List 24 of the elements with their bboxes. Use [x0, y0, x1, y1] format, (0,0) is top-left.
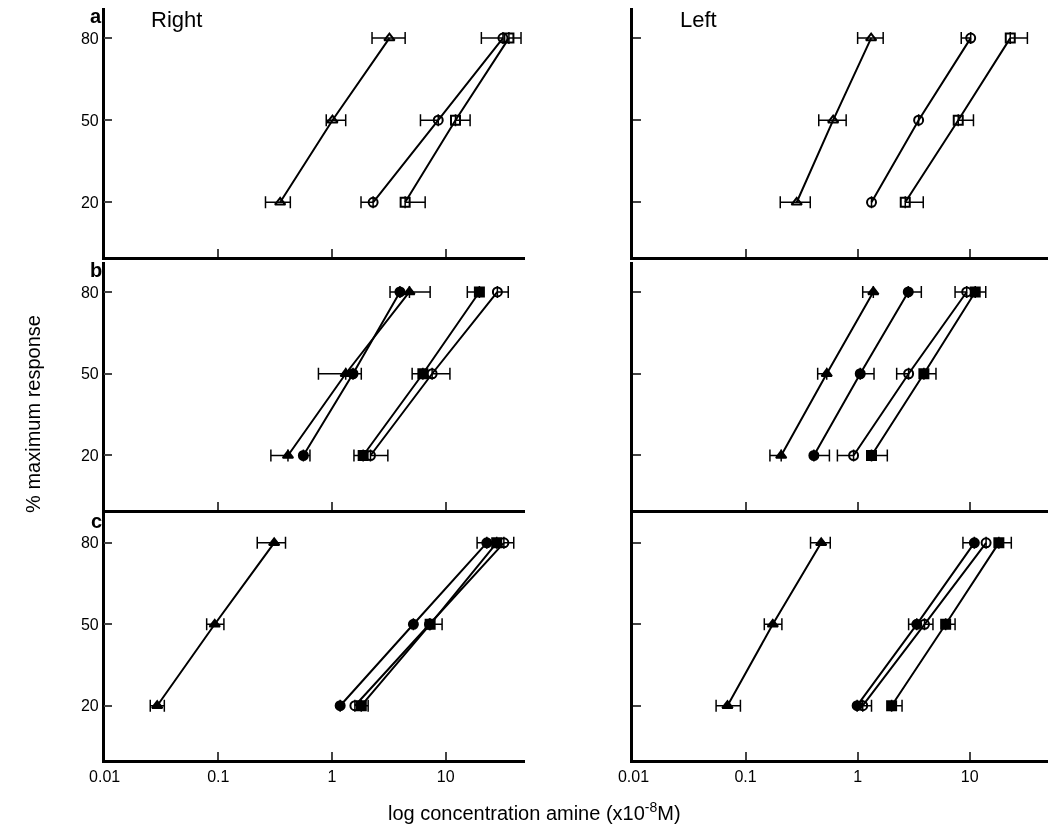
- text: b: [90, 259, 103, 281]
- y-tick-label: 80: [80, 29, 99, 47]
- y-tick-label: 80: [80, 534, 99, 552]
- x-tick-label: 1: [327, 767, 337, 785]
- y-tick-label: 50: [80, 365, 99, 383]
- y-tick-label: 50: [80, 615, 99, 633]
- y-tick-label: 80: [80, 283, 99, 301]
- x-tick-label: 0.1: [207, 767, 230, 785]
- y-tick-label: 50: [80, 111, 99, 129]
- x-tick-label: 10: [436, 767, 455, 785]
- text: c: [91, 510, 103, 532]
- y-axis-title: % maximum response: [21, 315, 44, 513]
- x-tick-label: 0.1: [734, 767, 757, 785]
- x-tick-label: 10: [960, 767, 979, 785]
- x-axis-title: log concentration amine (x10$^{-8}$M): [388, 799, 681, 825]
- text: a: [90, 5, 102, 27]
- x-tick-label: 0.01: [617, 767, 650, 785]
- x-tick-label: 1: [853, 767, 863, 785]
- y-tick-label: 20: [80, 697, 99, 715]
- chart-title: Right: [151, 7, 203, 32]
- chart-title: Left: [680, 7, 717, 32]
- x-tick-label: 0.01: [89, 767, 121, 785]
- y-tick-label: 20: [80, 193, 99, 211]
- y-tick-label: 20: [80, 447, 99, 465]
